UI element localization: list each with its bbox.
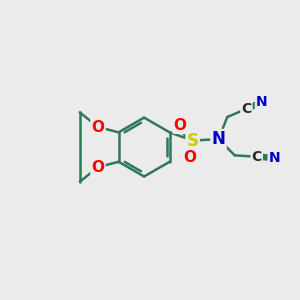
- Text: O: O: [92, 160, 104, 175]
- Text: S: S: [187, 132, 199, 150]
- Text: N: N: [256, 95, 268, 109]
- Text: O: O: [183, 150, 196, 165]
- Text: N: N: [212, 130, 225, 148]
- Text: O: O: [174, 118, 187, 133]
- Text: O: O: [92, 119, 104, 134]
- Text: C: C: [241, 102, 252, 116]
- Text: N: N: [268, 151, 280, 165]
- Text: C: C: [252, 150, 262, 164]
